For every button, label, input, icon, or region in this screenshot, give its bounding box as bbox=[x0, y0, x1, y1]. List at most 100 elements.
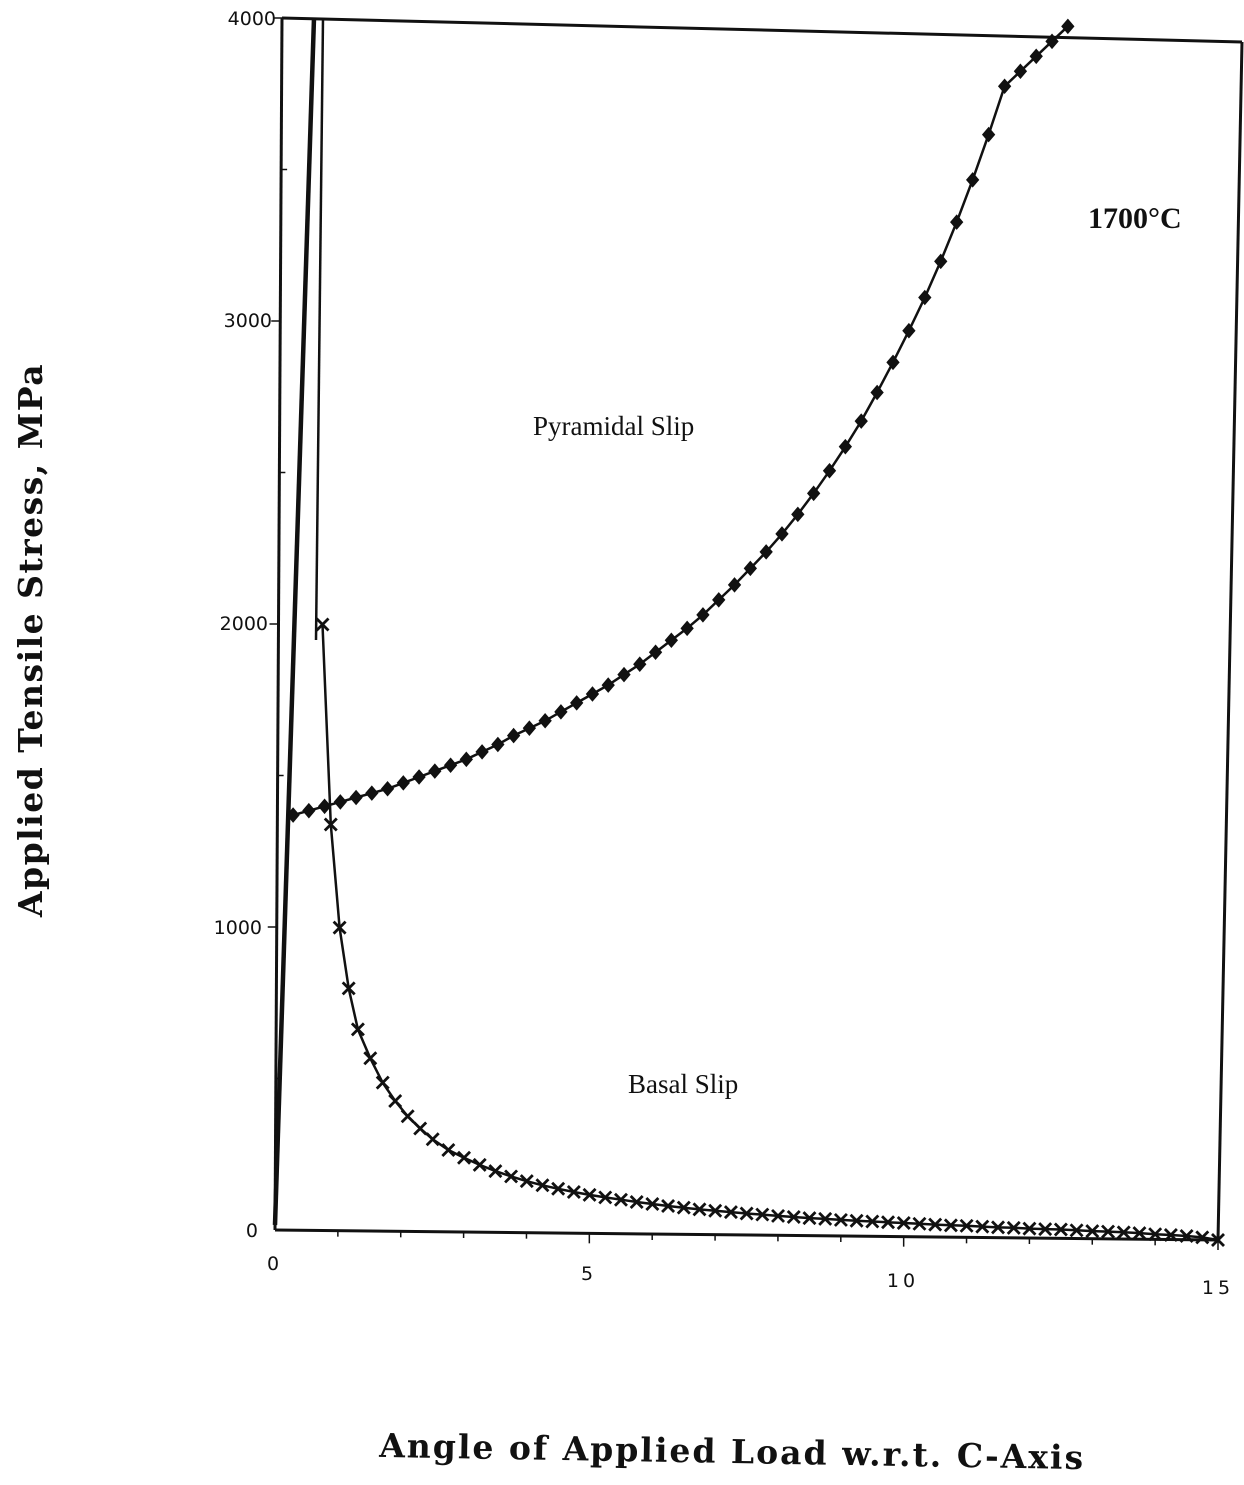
data-point-x bbox=[991, 1220, 1006, 1235]
data-point-x bbox=[755, 1207, 770, 1222]
data-point-diamond bbox=[822, 462, 837, 479]
data-point-x bbox=[943, 1218, 958, 1233]
data-point-diamond bbox=[664, 632, 679, 649]
data-point-x bbox=[629, 1195, 644, 1210]
data-point-diamond bbox=[775, 526, 789, 542]
data-point-diamond bbox=[506, 727, 521, 744]
data-point-x bbox=[375, 1075, 390, 1090]
y-tick-label: 2000 bbox=[220, 613, 268, 635]
data-point-diamond bbox=[743, 560, 758, 577]
data-point-diamond bbox=[902, 322, 916, 339]
data-point-diamond bbox=[459, 751, 473, 768]
data-point-x bbox=[676, 1200, 691, 1215]
data-point-diamond bbox=[648, 644, 663, 661]
x-axis-title: Angle of Applied Load w.r.t. C-Axis bbox=[378, 1426, 1086, 1477]
data-point-diamond bbox=[601, 677, 615, 693]
data-point-x bbox=[818, 1211, 833, 1226]
y-tick-label: 0 bbox=[246, 1220, 258, 1242]
data-point-diamond bbox=[696, 607, 710, 623]
data-point-x bbox=[413, 1121, 428, 1136]
data-point-diamond bbox=[396, 775, 410, 791]
data-point-diamond bbox=[1061, 18, 1075, 35]
data-point-diamond bbox=[443, 757, 458, 773]
top-border bbox=[281, 16, 1243, 44]
data-point-x bbox=[833, 1212, 848, 1227]
series-layer bbox=[286, 18, 1225, 1247]
data-point-diamond bbox=[727, 577, 742, 593]
data-point-x bbox=[350, 1022, 365, 1037]
data-point-x bbox=[786, 1210, 801, 1225]
data-point-x bbox=[613, 1192, 628, 1207]
data-point-diamond bbox=[633, 656, 647, 672]
data-point-diamond bbox=[286, 807, 300, 823]
data-point-x bbox=[1132, 1226, 1147, 1241]
data-point-diamond bbox=[997, 78, 1012, 95]
x-axis-line bbox=[274, 1228, 1219, 1242]
data-point-diamond bbox=[428, 763, 442, 779]
y-tick-labels: 0 1000 2000 3000 4000 bbox=[214, 8, 276, 1242]
data-point-x bbox=[739, 1206, 754, 1221]
series-line-2 bbox=[321, 624, 1219, 1242]
data-point-x bbox=[896, 1216, 911, 1231]
x-tick-label: 0 bbox=[267, 1253, 279, 1275]
data-point-diamond bbox=[302, 802, 316, 819]
data-point-x bbox=[865, 1214, 880, 1229]
data-point-x bbox=[332, 920, 347, 935]
data-point-x bbox=[1195, 1230, 1210, 1245]
data-point-x bbox=[425, 1132, 440, 1147]
y-tick-label: 3000 bbox=[224, 310, 272, 332]
boundary-lines bbox=[272, 17, 325, 1226]
data-point-x bbox=[1101, 1224, 1116, 1239]
data-point-diamond bbox=[759, 544, 773, 560]
temperature-label: 1700°C bbox=[1088, 202, 1182, 235]
data-point-diamond bbox=[1045, 33, 1059, 50]
data-point-diamond bbox=[380, 781, 395, 797]
data-point-x bbox=[1085, 1224, 1100, 1239]
data-point-x bbox=[315, 617, 330, 632]
data-point-x bbox=[661, 1199, 676, 1213]
data-point-diamond bbox=[965, 172, 980, 188]
boundary-line-left bbox=[272, 17, 317, 1226]
data-point-x bbox=[1211, 1233, 1225, 1247]
data-point-diamond bbox=[570, 695, 584, 711]
y-tick-label: 4000 bbox=[228, 8, 276, 30]
data-point-diamond bbox=[365, 785, 379, 801]
data-point-diamond bbox=[522, 720, 537, 736]
y-tick-label: 1000 bbox=[214, 917, 262, 939]
data-point-diamond bbox=[333, 794, 348, 810]
data-point-x bbox=[1038, 1222, 1053, 1237]
data-point-x bbox=[975, 1219, 990, 1234]
y-axis-title: Applied Tensile Stress, MPa bbox=[11, 363, 50, 918]
data-point-diamond bbox=[981, 126, 996, 143]
x-tick-label: 5 bbox=[581, 1263, 593, 1285]
data-point-diamond bbox=[854, 413, 868, 429]
data-point-x bbox=[912, 1216, 927, 1231]
data-point-x bbox=[363, 1051, 378, 1066]
data-point-x bbox=[1163, 1227, 1178, 1242]
data-point-diamond bbox=[680, 620, 694, 637]
data-point-diamond bbox=[1013, 63, 1028, 80]
data-point-x bbox=[645, 1197, 660, 1211]
data-point-x bbox=[849, 1213, 864, 1228]
data-point-x bbox=[535, 1178, 550, 1193]
data-point-diamond bbox=[317, 798, 332, 815]
data-point-x bbox=[457, 1150, 472, 1165]
data-point-x bbox=[1179, 1229, 1194, 1244]
data-point-x bbox=[881, 1215, 896, 1230]
data-point-x bbox=[566, 1184, 581, 1199]
data-point-x bbox=[1148, 1227, 1163, 1242]
data-point-x bbox=[388, 1093, 403, 1108]
data-point-diamond bbox=[585, 686, 600, 702]
data-point-x bbox=[1069, 1223, 1084, 1238]
data-point-x bbox=[802, 1211, 817, 1226]
x-tick-label: 15 bbox=[1202, 1277, 1234, 1299]
data-point-x bbox=[582, 1187, 597, 1202]
x-tick-label: 10 bbox=[887, 1270, 919, 1292]
data-point-diamond bbox=[950, 214, 964, 230]
data-point-diamond bbox=[475, 744, 489, 760]
data-point-x bbox=[472, 1157, 487, 1172]
data-point-x bbox=[692, 1202, 707, 1217]
pyramidal-slip-label: Pyramidal Slip bbox=[533, 411, 694, 441]
data-point-x bbox=[928, 1217, 943, 1232]
data-point-x bbox=[1053, 1222, 1068, 1237]
